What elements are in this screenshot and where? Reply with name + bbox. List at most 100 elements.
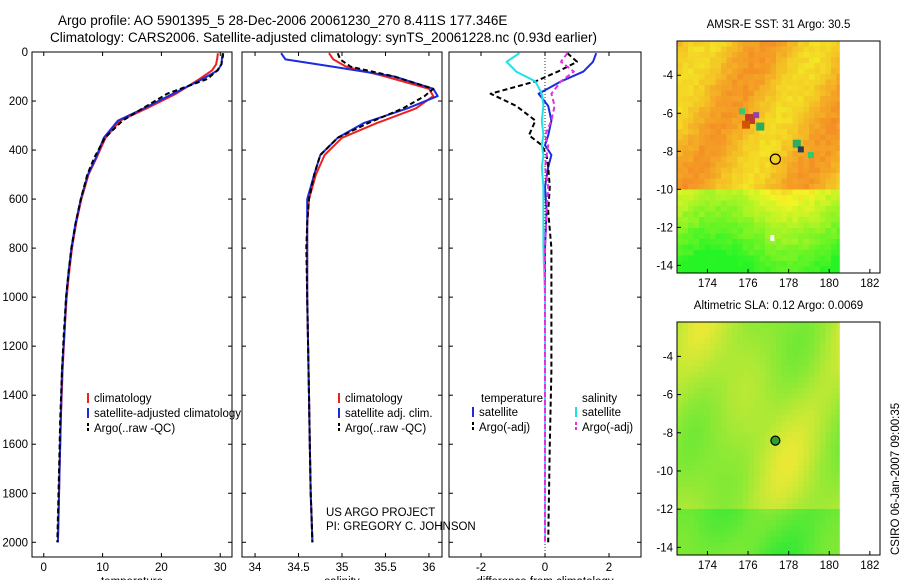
map-cell (809, 432, 815, 438)
map-cell (787, 470, 793, 477)
map-cell (721, 525, 727, 532)
map-cell (693, 41, 700, 47)
map-cell (677, 239, 683, 245)
map-cell (836, 239, 840, 245)
map-cell (792, 514, 799, 521)
map-cell (721, 90, 727, 97)
map-cell (781, 195, 788, 201)
map-cell (814, 162, 821, 168)
map-cell (798, 338, 804, 345)
map-cell (688, 476, 694, 482)
map-cell (803, 465, 810, 471)
map-cell (836, 57, 840, 64)
map-cell (748, 443, 755, 449)
map-cell (677, 52, 683, 58)
map-cell (715, 360, 722, 367)
map-cell (820, 151, 826, 157)
map-cell (759, 487, 766, 493)
map-cell (825, 338, 832, 345)
map-cell (814, 156, 821, 163)
map-y-tick-label: -12 (656, 504, 673, 516)
map-cell (814, 536, 821, 543)
map-cell (737, 415, 744, 422)
map-cell (765, 536, 771, 543)
map-cell (798, 366, 804, 372)
map-cell (721, 112, 727, 119)
map-cell (836, 476, 840, 482)
map-cell (754, 448, 760, 455)
map-cell (754, 465, 760, 471)
map-cell (820, 492, 826, 499)
map-cell (726, 377, 733, 383)
map-cell (721, 233, 727, 240)
map-cell (693, 140, 700, 146)
y-tick-label: 1800 (2, 488, 28, 500)
map-cell (792, 322, 799, 328)
map-cell (781, 531, 788, 537)
map-cell (704, 63, 711, 69)
map-cell (787, 492, 793, 499)
map-cell (748, 399, 755, 405)
map-cell (688, 101, 694, 108)
map-cell (737, 68, 744, 75)
map-x-tick-label: 176 (738, 278, 757, 290)
map-cell (743, 360, 749, 367)
map-cell (781, 266, 788, 273)
map-cell (737, 426, 744, 433)
map-field (677, 41, 840, 274)
map-cell (770, 96, 777, 102)
map-cell (825, 399, 832, 405)
map-cell (765, 266, 771, 273)
map-cell (677, 525, 683, 532)
map-cell (737, 41, 744, 47)
map-cell (765, 349, 771, 356)
map-cell (721, 509, 727, 515)
map-cell (798, 96, 804, 102)
map-cell (737, 476, 744, 482)
map-cell (677, 107, 683, 113)
map-cell (831, 228, 837, 234)
map-cell (754, 520, 760, 526)
map-cell (792, 355, 799, 361)
map-cell (748, 244, 755, 251)
map-cell (831, 206, 837, 212)
map-cell (726, 85, 733, 91)
map-cell (732, 173, 738, 179)
map-cell (825, 514, 832, 521)
map-field (677, 322, 840, 556)
map-cell (825, 454, 832, 460)
map-cell (770, 118, 777, 124)
map-cell (787, 542, 793, 548)
map-cell (836, 206, 840, 212)
map-cell (814, 173, 821, 179)
map-cell (765, 454, 771, 460)
map-cell (798, 250, 804, 256)
map-cell (710, 250, 716, 256)
map-cell (814, 426, 821, 433)
map-cell (682, 167, 689, 174)
map-cell (836, 509, 840, 515)
map-cell (776, 151, 782, 157)
map-cell (754, 377, 760, 383)
map-cell (765, 437, 771, 444)
map-x-tick-label: 180 (820, 560, 839, 572)
map-cell (743, 57, 749, 64)
map-cell (836, 222, 840, 229)
map-cell (759, 261, 766, 267)
map-x-tick-label: 176 (738, 560, 757, 572)
map-cell (825, 206, 832, 212)
map-cell (693, 366, 700, 372)
map-cell (693, 90, 700, 97)
map-cell (737, 46, 744, 53)
map-cell (732, 531, 738, 537)
map-cell (704, 123, 711, 130)
map-cell (682, 96, 689, 102)
map-cell (721, 514, 727, 521)
map-cell (809, 63, 815, 69)
map-cell (770, 46, 777, 53)
map-anomaly (742, 120, 751, 129)
map-cell (710, 465, 716, 471)
map-cell (743, 503, 749, 510)
map-cell (726, 52, 733, 58)
map-cell (759, 255, 766, 262)
